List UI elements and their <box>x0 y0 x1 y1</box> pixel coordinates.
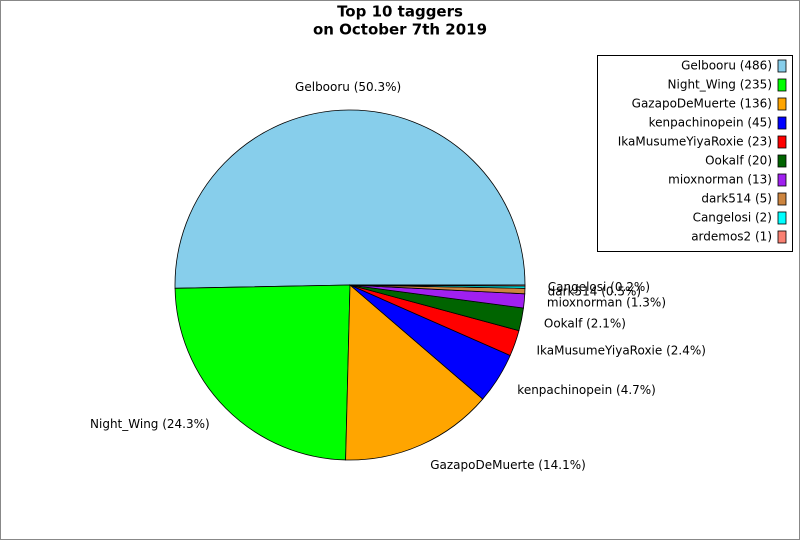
legend-swatch <box>777 116 787 130</box>
pie-slice <box>174 109 526 289</box>
legend-label: mioxnorman (13) <box>668 173 772 187</box>
legend-label: Ookalf (20) <box>705 154 772 168</box>
legend-swatch <box>777 211 787 225</box>
legend-box <box>597 55 793 252</box>
legend-swatch <box>777 192 787 206</box>
pie-slice <box>345 284 484 461</box>
legend-label: GazapoDeMuerte (136) <box>632 97 772 111</box>
slice-label: GazapoDeMuerte (14.1%) <box>430 458 586 472</box>
legend-label: ardemos2 (1) <box>691 230 772 244</box>
legend-swatch <box>777 230 787 244</box>
legend-swatch <box>777 97 787 111</box>
slice-label: kenpachinopein (4.7%) <box>517 383 656 397</box>
legend-swatch <box>777 154 787 168</box>
slice-label: dark514 (0.5%) <box>548 284 641 298</box>
legend-label: Cangelosi (2) <box>693 211 772 225</box>
legend-swatch <box>777 59 787 73</box>
chart-title: Top 10 taggers <box>337 3 463 21</box>
chart-subtitle: on October 7th 2019 <box>313 21 487 39</box>
slice-label: Gelbooru (50.3%) <box>295 80 401 94</box>
slice-label: Cangelosi (0.2%) <box>548 280 650 294</box>
legend-label: dark514 (5) <box>701 192 772 206</box>
legend-swatch <box>777 173 787 187</box>
legend-swatch <box>777 78 787 92</box>
slice-label: Ookalf (2.1%) <box>544 316 626 330</box>
legend-label: Gelbooru (486) <box>681 59 772 73</box>
legend-label: IkaMusumeYiyaRoxie (23) <box>618 135 772 149</box>
legend-swatch <box>777 135 787 149</box>
pie-slice <box>174 284 351 461</box>
legend-label: kenpachinopein (45) <box>649 116 772 130</box>
slice-label: Night_Wing (24.3%) <box>90 417 210 431</box>
slice-label: mioxnorman (1.3%) <box>547 295 666 309</box>
slice-label: IkaMusumeYiyaRoxie (2.4%) <box>536 343 705 357</box>
legend-label: Night_Wing (235) <box>668 78 772 92</box>
pie-slice <box>349 284 526 287</box>
